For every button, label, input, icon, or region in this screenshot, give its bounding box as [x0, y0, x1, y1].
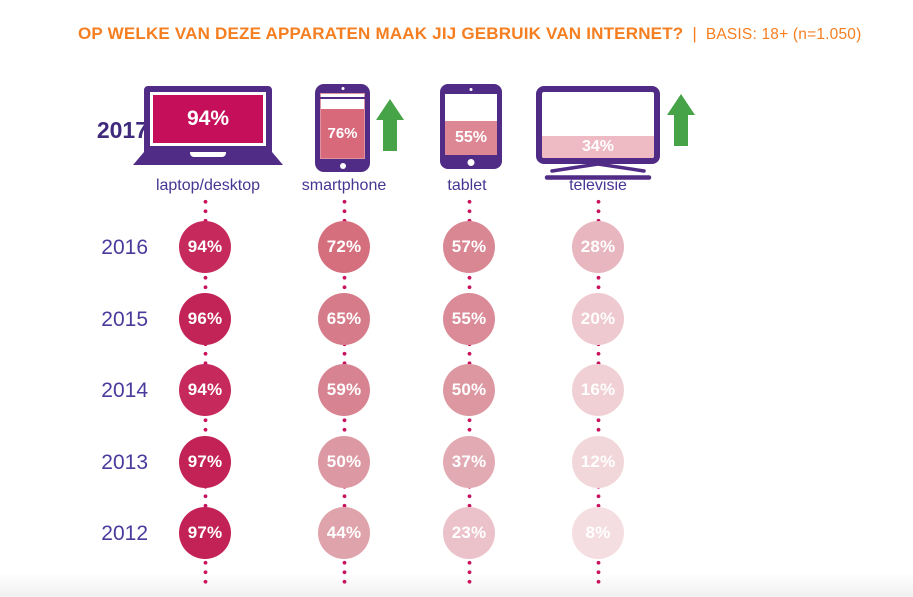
- year-label-2013: 2013: [101, 451, 148, 474]
- percentage-circle: 96%: [179, 293, 231, 345]
- percentage-circle: 8%: [572, 507, 624, 559]
- percentage-circle: 23%: [443, 507, 495, 559]
- smartphone-icon: 76%: [315, 84, 370, 172]
- percentage-circle: 97%: [179, 436, 231, 488]
- percentage-circle: 44%: [318, 507, 370, 559]
- laptop-notch: [190, 152, 226, 157]
- device-label-televisie: televisie: [569, 177, 627, 194]
- tablet-screen-fill: 55%: [445, 121, 497, 155]
- percentage-circle: 37%: [443, 436, 495, 488]
- smartphone-home-button: [339, 163, 346, 169]
- percentage-circle: 65%: [318, 293, 370, 345]
- year-label-2015: 2015: [101, 308, 148, 331]
- tablet-home-button: [467, 159, 475, 166]
- televisie-icon: 34%: [536, 86, 660, 164]
- smartphone-screen: 76%: [320, 93, 365, 159]
- page-title: OP WELKE VAN DEZE APPARATEN MAAK JIJ GEB…: [78, 24, 684, 43]
- device-label-laptop: laptop/desktop: [155, 177, 261, 194]
- percentage-circle: 20%: [572, 293, 624, 345]
- percentage-circle: 94%: [179, 364, 231, 416]
- percentage-circle: 94%: [179, 221, 231, 273]
- smartphone-screen-fill: 76%: [321, 109, 364, 158]
- trend-up-arrow-icon: [376, 99, 404, 151]
- trend-up-arrow-icon: [667, 94, 695, 146]
- percentage-circle: 57%: [443, 221, 495, 273]
- smartphone-speaker-line: [320, 97, 365, 99]
- laptop-base: [133, 152, 283, 165]
- televisie-stand: [544, 162, 652, 180]
- basis-label: BASIS: 18+ (n=1.050): [705, 26, 862, 43]
- smartphone-camera-dot: [341, 87, 344, 90]
- header: OP WELKE VAN DEZE APPARATEN MAAK JIJ GEB…: [78, 24, 861, 44]
- laptop-icon: 94%: [133, 86, 283, 165]
- year-label-2016: 2016: [101, 236, 148, 259]
- percentage-circle: 55%: [443, 293, 495, 345]
- percentage-circle: 50%: [318, 436, 370, 488]
- percentage-circle: 12%: [572, 436, 624, 488]
- tablet-icon: 55%: [440, 84, 502, 169]
- percentage-circle: 72%: [318, 221, 370, 273]
- percentage-circle: 97%: [179, 507, 231, 559]
- laptop-screen-fill: 94%: [153, 95, 263, 143]
- device-label-smartphone: smartphone: [301, 177, 387, 194]
- laptop-screen: 94%: [144, 86, 272, 152]
- year-label-2017: 2017: [96, 117, 148, 143]
- slide-bottom-shadow: [0, 573, 913, 597]
- year-label-2012: 2012: [101, 522, 148, 545]
- tablet-screen: 55%: [445, 94, 497, 155]
- percentage-circle: 28%: [572, 221, 624, 273]
- device-label-tablet: tablet: [447, 177, 487, 194]
- year-label-2014: 2014: [101, 379, 148, 402]
- tablet-camera-dot: [469, 88, 473, 91]
- percentage-circle: 50%: [443, 364, 495, 416]
- televisie-screen-fill: 34%: [542, 135, 654, 158]
- percentage-circle: 59%: [318, 364, 370, 416]
- percentage-circle: 16%: [572, 364, 624, 416]
- title-separator: |: [692, 24, 697, 43]
